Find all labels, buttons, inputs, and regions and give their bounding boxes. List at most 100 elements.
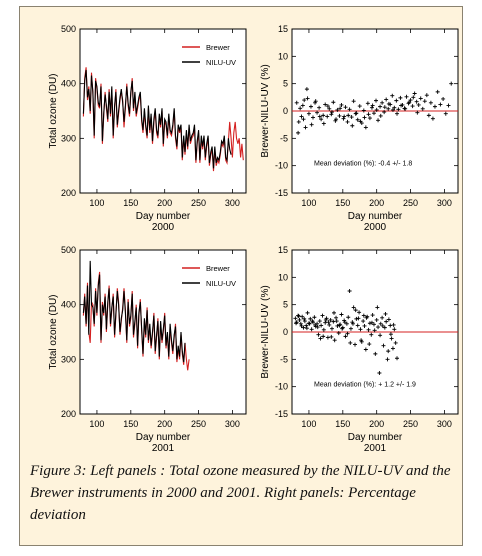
data-point: [346, 315, 351, 320]
data-point: [302, 319, 307, 324]
data-point: [375, 305, 380, 310]
y-tick-label: -10: [275, 382, 288, 392]
dev2001-svg: 100 150 200 250 300 -15 -10 -5 0 5 10 15 Day number2…: [260, 245, 459, 454]
data-point: [338, 106, 343, 111]
data-point: [370, 103, 375, 108]
data-point: [364, 315, 369, 320]
mean-deviation-annotation: Mean deviation (%): -0.4 +/- 1.8: [314, 161, 412, 168]
data-point: [382, 325, 387, 330]
data-point: [414, 99, 419, 104]
data-point: [329, 334, 334, 339]
data-point: [407, 100, 412, 105]
data-point: [341, 116, 346, 121]
data-point: [362, 323, 367, 328]
mean-deviation-annotation: Mean deviation (%): + 1.2 +/- 1.9: [314, 382, 416, 389]
x-tick-label: 250: [403, 419, 418, 429]
y-axis-label: Total ozone (DU): [48, 294, 59, 369]
data-point: [374, 98, 379, 103]
data-point: [404, 94, 409, 99]
data-point: [422, 99, 427, 104]
data-point: [319, 323, 324, 328]
data-point: [358, 327, 363, 332]
legend-label-brewer: Brewer: [206, 43, 230, 52]
data-point: [296, 314, 301, 319]
data-point: [298, 321, 303, 326]
data-point: [385, 357, 390, 362]
y-tick-label: 15: [278, 24, 288, 34]
data-point: [377, 371, 382, 375]
data-point: [301, 325, 306, 330]
data-point: [312, 315, 317, 320]
data-point: [382, 110, 387, 115]
x-tick-label: 250: [191, 198, 206, 208]
legend-label-brewer: Brewer: [206, 264, 230, 273]
data-point: [376, 118, 381, 123]
data-point: [339, 312, 344, 317]
data-point: [347, 107, 352, 112]
data-point: [307, 321, 312, 326]
data-point: [304, 326, 309, 331]
data-point: [372, 328, 377, 333]
data-point: [329, 110, 334, 115]
x-tick-label: 250: [403, 198, 418, 208]
data-point: [325, 104, 330, 109]
data-point: [390, 93, 395, 98]
data-point: [435, 89, 440, 94]
data-point: [446, 103, 451, 108]
data-point: [415, 110, 420, 115]
data-point: [346, 113, 351, 118]
data-point: [344, 321, 349, 326]
series-line-nilu-uv: [82, 260, 186, 363]
data-point: [410, 104, 415, 109]
data-point: [384, 319, 389, 324]
data-point: [335, 107, 340, 112]
y-tick-label: 300: [61, 133, 76, 143]
data-point: [336, 331, 341, 336]
y-tick-label: 200: [61, 188, 76, 198]
y-tick-label: 10: [278, 51, 288, 61]
data-point: [343, 334, 348, 339]
data-point: [369, 320, 374, 325]
data-point: [388, 323, 393, 328]
data-point: [430, 116, 435, 121]
data-point: [361, 108, 366, 113]
data-point: [323, 102, 328, 107]
y-tick-label: 15: [278, 245, 288, 255]
legend-label-nilu-uv: NILU-UV: [206, 58, 236, 67]
x-tick-label: 200: [369, 198, 384, 208]
data-point: [370, 313, 375, 318]
x-tick-label: 200: [157, 419, 172, 429]
data-point: [321, 121, 326, 126]
y-tick-label: 500: [61, 24, 76, 34]
data-point: [317, 319, 322, 324]
x-axis-label: Day number: [348, 432, 403, 443]
data-point: [321, 113, 326, 118]
data-point: [403, 106, 408, 111]
data-point: [315, 110, 320, 115]
data-point: [301, 117, 306, 122]
data-point: [327, 106, 332, 111]
deviation-2001-chart: 100 150 200 250 300 -15 -10 -5 0 5 10 15 Day number 2…: [234, 230, 474, 470]
ozone-2000-chart: 100 150 200 250 300 200 300 400 500 Day number 200…: [22, 9, 262, 249]
data-point: [313, 99, 318, 104]
data-point: [345, 331, 350, 336]
data-point: [318, 336, 323, 341]
data-point: [294, 321, 299, 326]
x-tick-label: 150: [335, 198, 350, 208]
data-point: [371, 111, 376, 116]
x-tick-label: 300: [437, 419, 452, 429]
data-point: [449, 81, 454, 86]
data-point: [305, 310, 310, 315]
data-point: [388, 332, 393, 337]
y-tick-label: 400: [61, 79, 76, 89]
data-point: [402, 106, 407, 111]
data-point: [378, 113, 383, 118]
data-point: [381, 343, 386, 348]
data-point: [339, 102, 344, 107]
data-point: [325, 114, 330, 119]
data-point: [363, 347, 368, 352]
data-point: [321, 334, 326, 339]
data-point: [391, 322, 396, 327]
data-point: [302, 98, 307, 103]
data-point: [332, 338, 337, 343]
